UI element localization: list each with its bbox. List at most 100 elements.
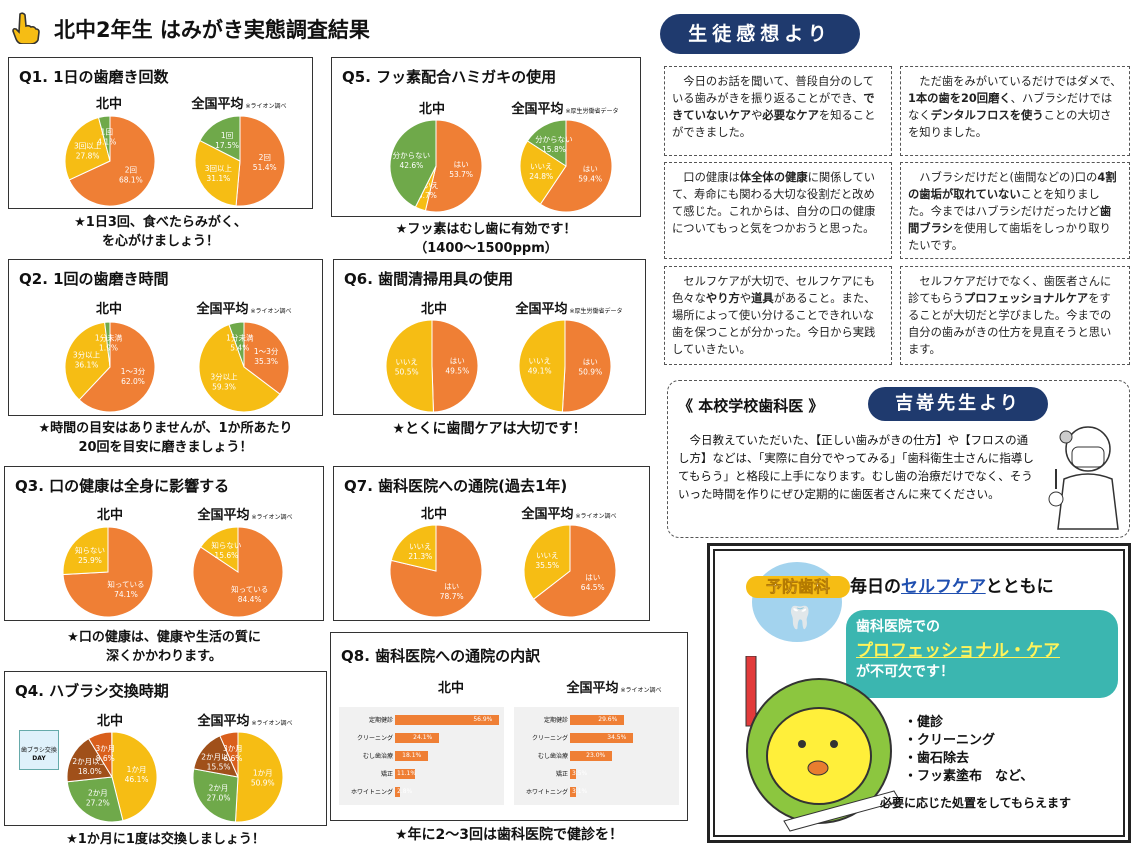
q8-national-text: 全国平均: [566, 681, 619, 696]
q7-pie-school-label-0: はい: [444, 582, 459, 591]
page-title: 北中2年生 はみがき実態調査結果: [54, 18, 370, 42]
impressions-heading: 生徒感想より: [660, 14, 860, 54]
q6-pie-national-label-0: はい: [583, 358, 598, 367]
q1-caption: ★1日3回、食べたらみがく、 を心がけましょう！: [8, 213, 313, 251]
q8-national-bar-3: [570, 769, 577, 779]
q7-pie-national-slice-1: [523, 524, 571, 600]
q8-national-category-1: クリーニング: [531, 735, 568, 742]
impression-card-3: 口の健康は体全体の健康に関係していて、寿命にも関わる大切な役割だと改めて感じた。…: [664, 162, 892, 259]
q5-pie-school-value-0: 53.7%: [449, 170, 473, 179]
q5-pie-school-slice-0: [424, 119, 483, 213]
c2-c: 、ハブラシだけではなく: [908, 92, 1113, 122]
promo-head-link: セルフケア: [901, 577, 986, 597]
q8-national-bar-value-2: 23.0%: [586, 752, 606, 759]
q8-school-bar-2: [395, 751, 429, 761]
q3-pie-school-label-1: 知らない: [75, 545, 105, 555]
q5-title: Q5. フッ素配合ハミガキの使用: [342, 68, 557, 86]
q8-national-bar-2: [570, 751, 613, 761]
q2-pie-school-value-1: 36.1%: [75, 360, 99, 369]
q1-label-national: 全国平均 ※ライオン調べ: [184, 93, 294, 112]
c2-e: ことの大切さを知りました。: [908, 109, 1112, 139]
toothbrush-day-badge: 歯ブラシ交換 DAY: [19, 730, 59, 770]
q1-panel: Q1. 1日の歯磨き回数 北中 全国平均 ※ライオン調べ 2回 68.1% 3回以上 2…: [8, 57, 313, 209]
q7-label-national: 全国平均 ※ライオン調べ: [514, 503, 624, 522]
q8-national-bar-value-4: 3.1%: [572, 788, 588, 795]
q7-pie-national-value-1: 35.5%: [535, 561, 559, 570]
q1-pie-national-label-2: 1回: [221, 131, 233, 140]
q8-school-bar-4: [395, 787, 401, 797]
q2-caption-line1: ★時間の目安はありませんが、1か所あたり: [38, 421, 293, 436]
q5-national-text: 全国平均: [511, 102, 564, 117]
c4-c: ことを知りました。今まではハブラシだけだったけど: [908, 188, 1100, 218]
q7-pie-school-value-0: 78.7%: [440, 592, 464, 601]
q8-school-category-2: むし歯治療: [362, 753, 393, 760]
q2-pie-school-slice-0: [78, 321, 156, 413]
q3-caption-line1: ★口の健康は、健康や生活の質に: [67, 630, 261, 645]
dentist-illustration: [1048, 426, 1119, 530]
q5-pie-school-label-2: 分からない: [393, 151, 431, 160]
q5-label-school: 北中: [418, 102, 445, 117]
q4-pie-national-slice-1: [192, 768, 239, 823]
c4-e: を使用して歯垢をしっかり取りたいです。: [908, 222, 1111, 252]
q2-pie-school-value-0: 62.0%: [121, 377, 145, 386]
q8-school-bar-value-2: 18.1%: [402, 752, 422, 759]
q2-pie-national-value-2: 5.4%: [230, 344, 249, 353]
q5-label-national: 全国平均 ※厚生労働省データ: [510, 98, 620, 117]
q1-pie-national-value-2: 17.5%: [215, 141, 239, 150]
q1-pie-school-slice-2: [97, 115, 111, 162]
q7-pie-national-value-0: 64.5%: [581, 583, 605, 592]
q5-pie-national-value-2: 15.8%: [542, 145, 566, 154]
q8-label-national: 全国平均 ※ライオン調べ: [559, 677, 669, 696]
q5-pie-school-slice-2: [389, 119, 437, 208]
q4-pie-national-value-1: 27.0%: [207, 793, 231, 802]
q8-national-bar-1: [570, 733, 634, 743]
q3-pie-school-value-0: 74.1%: [114, 590, 138, 599]
q8-school-bar-value-0: 56.9%: [473, 716, 493, 723]
promo-items: ・健診 ・クリーニング ・歯石除去 ・フッ素塗布 など、: [904, 714, 1033, 786]
q3-title: Q3. 口の健康は全身に影響する: [15, 477, 230, 495]
badge-line1: 歯ブラシ交換: [21, 747, 57, 754]
q2-pie-school-slice-2: [104, 321, 111, 368]
q4-pie-national-value-0: 50.9%: [251, 779, 275, 788]
q4-pie-school-slice-2: [66, 737, 113, 783]
impression-card-1: 今日のお話を聞いて、普段自分のしている歯みがきを振り返ることができ、できていない…: [664, 66, 892, 156]
c2-b: 1本の歯を20回磨く: [908, 92, 1011, 105]
q5-pie-national-value-0: 59.4%: [578, 174, 602, 183]
c1-d: 必要なケア: [762, 109, 819, 122]
c4-b: 4割の歯垢が取れていない: [908, 171, 1117, 201]
q8-bar-chart-national: 定期健診 29.6% クリーニング 34.5% むし歯治療 23.0% 矯正 3.5% ホワイト…: [514, 707, 679, 805]
q5-pie-national-slice-1: [519, 140, 567, 205]
q3-pie-school-slice-1: [62, 526, 109, 576]
q4-pie-national-value-2: 15.5%: [207, 763, 231, 772]
q8-school-category-3: 矯正: [380, 771, 393, 778]
promo-headline: 毎日のセルフケアとともに: [850, 572, 1054, 597]
q8-caption: ★年に2〜3回は歯科医院で健診を！: [394, 827, 624, 843]
c4-a: ハブラシだけだと(歯間などの)口の: [919, 171, 1098, 184]
q1-pie-national-slice-0: [235, 115, 286, 207]
impression-card-5: セルフケアが大切で、セルフケアにも色々なやり方や道具があること。また、場所によっ…: [664, 266, 892, 365]
q8-label-school: 北中: [437, 681, 464, 696]
q4-pie-school-label-1: 2か月: [88, 788, 108, 797]
q1-source: ※ライオン調べ: [245, 103, 287, 110]
q8-national-bar-4: [570, 787, 576, 797]
c2-d: デンタルフロスを使う: [930, 109, 1044, 122]
doctor-text: 今日教えていただいた、【正しい歯みがきの仕方】や【フロスの通し方】などは、「実際…: [678, 433, 1034, 501]
q8-national-bar-value-0: 29.6%: [598, 716, 618, 723]
q4-label-school: 北中: [96, 714, 123, 729]
q1-pie-school-label-0: 2回: [125, 165, 137, 174]
q4-pie-school-label-2: 2か月以上: [72, 757, 107, 766]
promo-box: 予防歯科 🦷 毎日のセルフケアとともに 歯科医院での プロフェッショナル・ケア …: [707, 543, 1131, 843]
q7-source: ※ライオン調べ: [575, 513, 617, 520]
q1-pie-national-label-0: 2回: [259, 153, 271, 162]
q6-caption: ★とくに歯間ケアは大切です！: [392, 421, 587, 437]
